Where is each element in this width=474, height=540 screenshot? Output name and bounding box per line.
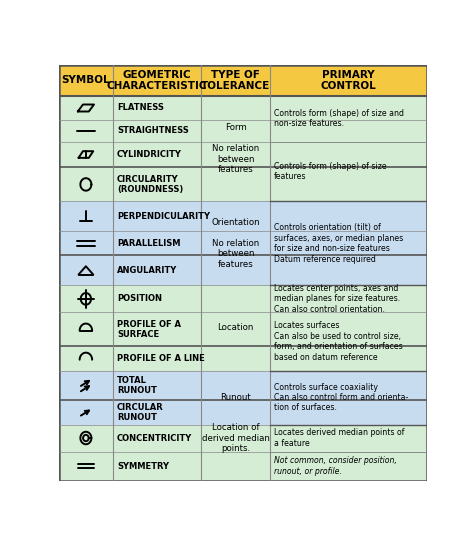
Text: Orientation

No relation
between
features: Orientation No relation between features [211,218,260,269]
Bar [271,231,427,255]
Bar [201,231,271,255]
Bar [271,65,427,96]
Text: GEOMETRIC
CHARACTERISTIC: GEOMETRIC CHARACTERISTIC [106,70,207,91]
Text: PROFILE OF A
SURFACE: PROFILE OF A SURFACE [117,320,181,339]
Bar [201,401,271,424]
Bar [112,231,201,255]
Bar [112,285,201,312]
Bar [271,401,427,424]
Text: Form

No relation
between
features: Form No relation between features [212,124,259,174]
Bar [271,120,427,141]
Text: TOTAL
RUNOUT: TOTAL RUNOUT [117,376,157,395]
Bar [59,255,112,285]
Bar [271,312,427,347]
Text: Runout: Runout [220,393,251,402]
Bar [59,401,112,424]
Bar [271,201,427,231]
Bar [112,424,201,451]
Bar [271,96,427,120]
Bar [201,312,271,347]
Bar [201,424,271,451]
Text: Locates surfaces
Can also be used to control size,
form, and orientation of surf: Locates surfaces Can also be used to con… [274,321,403,362]
Text: ANGULARITY: ANGULARITY [117,266,177,275]
Bar [201,285,271,312]
Bar [59,312,112,347]
Bar [201,141,271,167]
Text: Not common, consider position,
runout, or profile.: Not common, consider position, runout, o… [274,456,397,476]
Bar [201,451,271,481]
Bar [59,96,112,120]
Bar [271,285,427,312]
Bar [271,424,427,451]
Text: FLATNESS: FLATNESS [117,104,164,112]
Bar [112,120,201,141]
Bar [59,451,112,481]
Text: Controls orientation (tilt) of
surfaces, axes, or median planes
for size and non: Controls orientation (tilt) of surfaces,… [274,224,403,264]
Bar [112,347,201,370]
Bar [59,141,112,167]
Bar [112,96,201,120]
Text: Locates center points, axes and
median planes for size features.
Can also contro: Locates center points, axes and median p… [274,284,401,314]
Text: Controls form (shape) of size and
non-size features.: Controls form (shape) of size and non-si… [274,109,404,129]
Text: TYPE OF
TOLERANCE: TYPE OF TOLERANCE [201,70,270,91]
Bar [112,401,201,424]
Bar [59,424,112,451]
Text: PRIMARY
CONTROL: PRIMARY CONTROL [321,70,376,91]
Bar [112,312,201,347]
Text: STRAIGHTNESS: STRAIGHTNESS [117,126,189,136]
Text: Controls form (shape) of size
features: Controls form (shape) of size features [274,162,387,181]
Bar [271,370,427,401]
Bar [59,167,112,201]
Text: PERPENDICULARITY: PERPENDICULARITY [117,212,210,221]
Bar [59,370,112,401]
Bar [201,96,271,120]
Text: CONCENTRICITY: CONCENTRICITY [117,434,192,442]
Bar [112,65,201,96]
Text: CIRCULAR
RUNOUT: CIRCULAR RUNOUT [117,403,164,422]
Text: Location of
derived median
points.: Location of derived median points. [201,423,270,453]
Bar [59,231,112,255]
Text: Locates derived median points of
a feature: Locates derived median points of a featu… [274,428,404,448]
Bar [201,347,271,370]
Bar [201,65,271,96]
Bar [112,255,201,285]
Bar [59,120,112,141]
Bar [59,285,112,312]
Bar [59,65,112,96]
Text: PROFILE OF A LINE: PROFILE OF A LINE [117,354,205,363]
Bar [271,451,427,481]
Text: Location: Location [218,323,254,333]
Bar [59,347,112,370]
Bar [271,141,427,167]
Bar [271,347,427,370]
Bar [112,451,201,481]
Bar [112,201,201,231]
Bar [271,255,427,285]
Text: POSITION: POSITION [117,294,162,303]
Text: SYMMETRY: SYMMETRY [117,462,169,470]
Bar [201,167,271,201]
Bar [201,120,271,141]
Bar [112,370,201,401]
Text: CIRCULARITY
(ROUNDNESS): CIRCULARITY (ROUNDNESS) [117,175,183,194]
Text: Controls surface coaxiality
Can also control form and orienta-
tion of surfaces.: Controls surface coaxiality Can also con… [274,383,409,413]
Text: SYMBOL: SYMBOL [62,76,110,85]
Bar [59,201,112,231]
Bar [201,201,271,231]
Bar [201,370,271,401]
Text: CYLINDRICITY: CYLINDRICITY [117,150,182,159]
Bar [112,167,201,201]
Bar [271,167,427,201]
Bar [112,141,201,167]
Text: PARALLELISM: PARALLELISM [117,239,181,248]
Bar [201,255,271,285]
